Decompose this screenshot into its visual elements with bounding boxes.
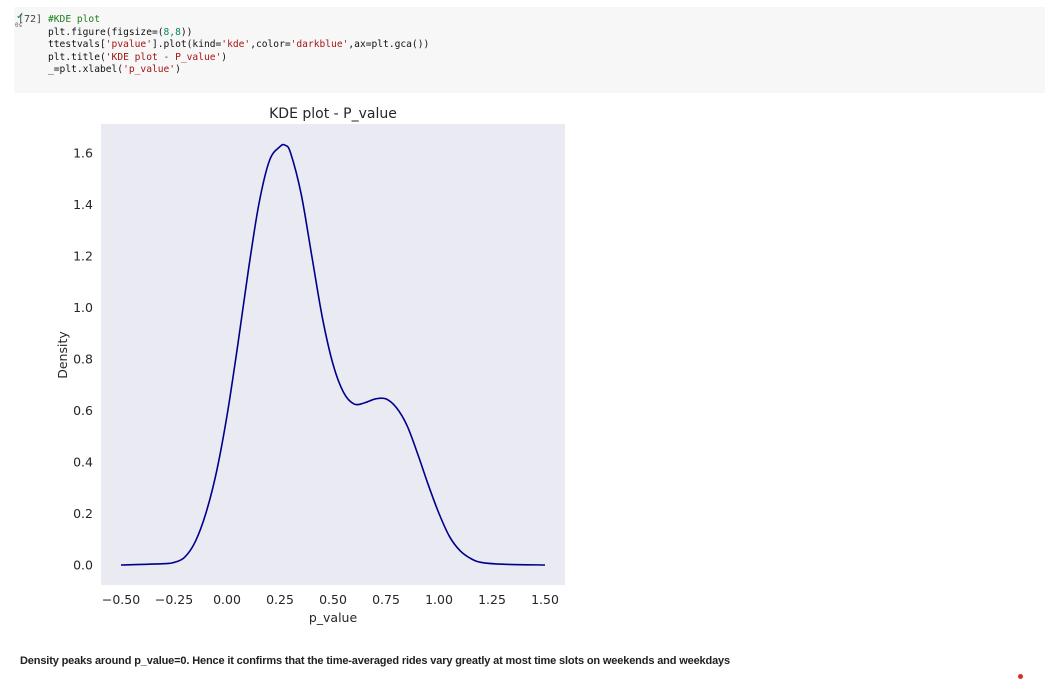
x-ticks: −0.50 −0.25 0.00 0.25 0.50 0.75 1.00 1.25 1.50 [102,592,559,607]
execution-count: [72] [18,14,43,25]
code-line-5: _=plt.xlabel('p_value') [48,64,181,76]
x-tick-label: 1.25 [478,592,506,607]
code-line-4: plt.title('KDE plot - P_value') [48,51,228,63]
y-tick-label: 0.2 [73,506,93,521]
x-tick-label: 0.75 [372,592,400,607]
code-editor[interactable]: #KDE plot plt.figure(figsize=(8,8)) ttestv… [48,14,429,77]
x-tick-label: −0.25 [155,592,193,607]
check-icon: ✓ [16,11,25,22]
markdown-note: Density peaks around p_value=0. Hence it… [20,655,730,667]
x-tick-label: 0.50 [319,592,347,607]
plot-area [101,124,565,585]
code-cell[interactable]: ✓ 0s [72] #KDE plot plt.figure(figsize=(8… [14,7,1045,93]
chart-title: KDE plot - P_value [269,106,397,122]
y-tick-label: 1.4 [73,197,93,212]
y-ticks: 0.0 0.2 0.4 0.6 0.8 1.0 1.2 1.4 1.6 [73,146,93,573]
y-tick-label: 1.6 [73,146,93,161]
y-tick-label: 1.0 [73,300,93,315]
y-tick-label: 1.2 [73,249,93,264]
x-tick-label: −0.50 [102,592,140,607]
y-tick-label: 0.6 [73,403,93,418]
y-tick-label: 0.0 [73,558,93,573]
x-tick-label: 0.25 [266,592,294,607]
y-tick-label: 0.4 [73,455,93,470]
y-tick-label: 0.8 [73,352,93,367]
runtime-label: 0s [15,22,23,29]
status-dot [1018,674,1023,679]
code-line-3: ttestvals['pvalue'].plot(kind='kde',colo… [48,39,430,51]
x-axis-label: p_value [309,610,358,625]
x-tick-label: 1.50 [531,592,559,607]
kde-line [120,143,546,566]
run-status[interactable]: ✓ 0s [14,12,28,32]
x-tick-label: 0.00 [213,592,241,607]
y-axis-label: Density [55,331,70,379]
code-line-1: #KDE plot [48,14,100,25]
code-line-2: plt.figure(figsize=(8,8)) [48,26,193,38]
x-tick-label: 1.00 [425,592,453,607]
kde-chart: KDE plot - P_value p_value Density −0.50… [55,106,565,625]
